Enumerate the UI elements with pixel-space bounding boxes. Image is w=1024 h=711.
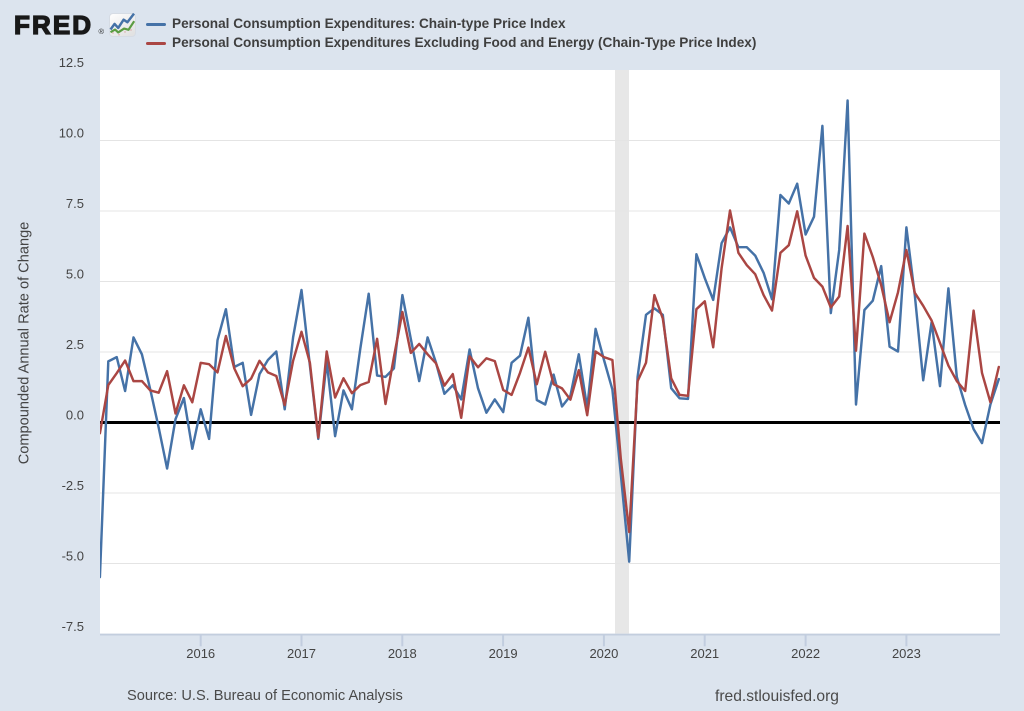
svg-text:2016: 2016 — [186, 646, 215, 661]
svg-text:-5.0: -5.0 — [62, 549, 84, 564]
svg-text:2021: 2021 — [690, 646, 719, 661]
svg-text:2017: 2017 — [287, 646, 316, 661]
svg-text:2020: 2020 — [589, 646, 618, 661]
svg-text:7.5: 7.5 — [66, 196, 84, 211]
svg-text:2022: 2022 — [791, 646, 820, 661]
svg-text:2023: 2023 — [892, 646, 921, 661]
svg-text:5.0: 5.0 — [66, 267, 84, 282]
svg-text:2019: 2019 — [489, 646, 518, 661]
svg-text:2018: 2018 — [388, 646, 417, 661]
svg-text:Compounded Annual Rate of Chan: Compounded Annual Rate of Change — [17, 222, 33, 465]
svg-text:2.5: 2.5 — [66, 337, 84, 352]
svg-text:-7.5: -7.5 — [62, 619, 84, 634]
svg-text:-2.5: -2.5 — [62, 478, 84, 493]
svg-text:0.0: 0.0 — [66, 408, 84, 423]
svg-text:12.5: 12.5 — [59, 55, 84, 70]
svg-text:10.0: 10.0 — [59, 126, 84, 141]
